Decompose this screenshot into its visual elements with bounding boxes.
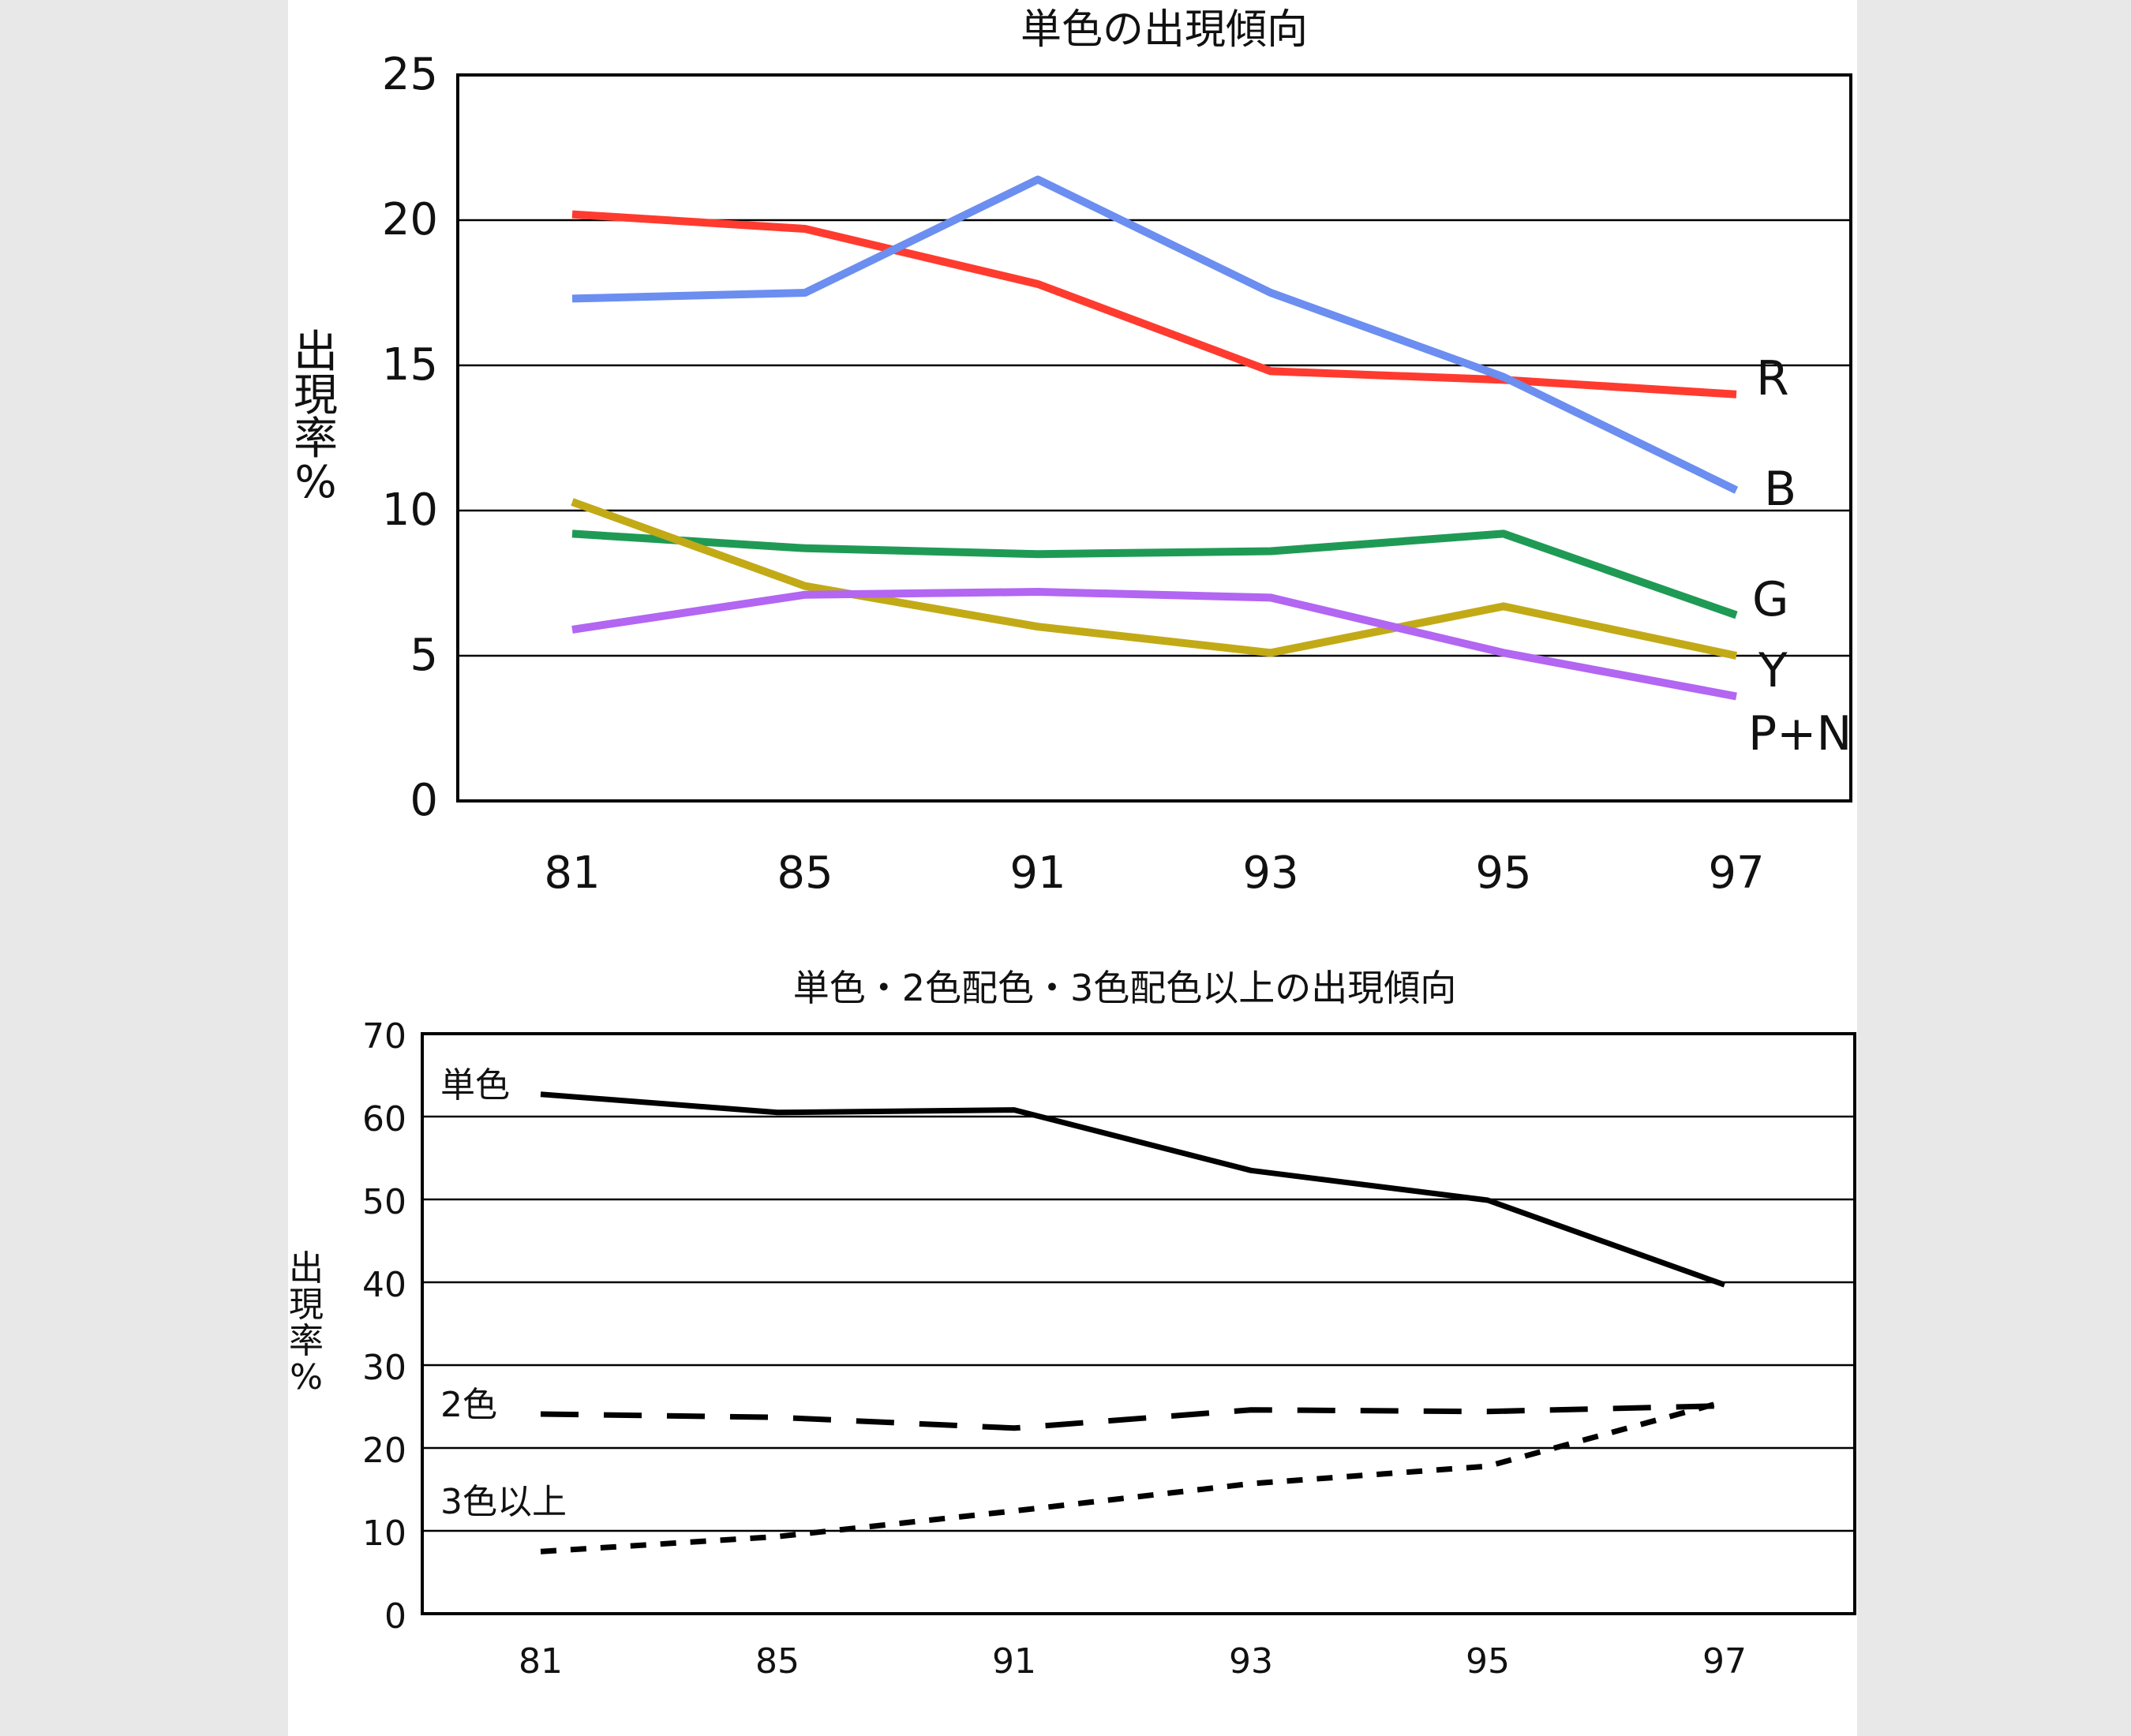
gridlines [458, 219, 1851, 657]
x-tick-label: 81 [544, 847, 600, 899]
y-tick-label: 15 [382, 339, 438, 391]
plot-frame [421, 1032, 1856, 1615]
y-tick-label: 0 [384, 1596, 406, 1637]
y-tick-label: 0 [410, 775, 438, 826]
chart-title: 単色の出現傾向 [1021, 6, 1308, 54]
series-label: 単色 [440, 1065, 510, 1106]
series-labels: R BGY P+N [1748, 351, 1852, 761]
series-label: 3色以上 [440, 1482, 567, 1522]
x-tick-label: 95 [1466, 1641, 1510, 1682]
y-tick-label: 50 [362, 1182, 406, 1222]
x-tick-label: 97 [1702, 1641, 1747, 1682]
x-tick-label: 85 [755, 1641, 800, 1682]
series-line [540, 1091, 1726, 1288]
y-tick-label: 40 [362, 1265, 406, 1305]
y-axis-label: 出現率% [289, 1248, 324, 1397]
plot-frame [456, 73, 1852, 803]
series-line [540, 1403, 1725, 1431]
series-label: R [1756, 351, 1789, 406]
series-line [540, 1398, 1725, 1555]
y-tick-label: 5 [410, 630, 438, 681]
y-tick-label: 20 [382, 194, 438, 245]
x-tick-labels: 81 85 91 93 95 97 [519, 1641, 1747, 1682]
figure-panel [288, 0, 1857, 1736]
chart-color-combinations: 単色・2色配色・3色配色以上の出現傾向 0 10 20 30 40 50 60 70 81 85… [289, 967, 1856, 1682]
series-label: 2色 [440, 1385, 497, 1425]
chart-monochrome: 単色の出現傾向 0 5 10 15 20 25 81 85 91 93 95 97 出現率% R BG… [294, 6, 1852, 899]
x-tick-label: 97 [1708, 847, 1764, 899]
series-label: Y [1758, 643, 1788, 698]
gridlines [422, 1115, 1855, 1532]
y-axis-label: 出現率% [294, 327, 338, 508]
x-tick-label: 93 [1229, 1641, 1273, 1682]
y-tick-labels: 0 5 10 15 20 25 [382, 49, 438, 826]
series-line [571, 529, 1738, 619]
x-tick-label: 91 [1009, 847, 1066, 899]
series-labels: 単色 2色 3色以上 [440, 1065, 567, 1522]
x-tick-label: 85 [777, 847, 833, 899]
series-lines [571, 175, 1739, 701]
series-lines [540, 1091, 1726, 1555]
y-tick-label: 30 [362, 1348, 406, 1388]
series-line [571, 588, 1737, 701]
x-tick-label: 91 [992, 1641, 1036, 1682]
y-tick-label: 20 [362, 1431, 406, 1471]
y-tick-label: 10 [362, 1513, 406, 1554]
chart-title: 単色・2色配色・3色配色以上の出現傾向 [793, 967, 1457, 1009]
y-tick-label: 25 [382, 49, 438, 100]
x-tick-label: 93 [1242, 847, 1298, 899]
y-tick-label: 10 [382, 485, 438, 536]
y-tick-label: 70 [362, 1016, 406, 1057]
x-tick-labels: 81 85 91 93 95 97 [544, 847, 1764, 899]
series-label: B [1764, 462, 1796, 517]
x-tick-label: 81 [519, 1641, 563, 1682]
series-line [571, 210, 1737, 398]
series-line [571, 175, 1739, 494]
y-tick-label: 60 [362, 1099, 406, 1139]
series-line [571, 498, 1738, 660]
series-label: G [1752, 572, 1789, 627]
series-label: P+N [1748, 706, 1852, 761]
y-tick-labels: 0 10 20 30 40 50 60 70 [362, 1016, 406, 1637]
x-tick-label: 95 [1475, 847, 1531, 899]
